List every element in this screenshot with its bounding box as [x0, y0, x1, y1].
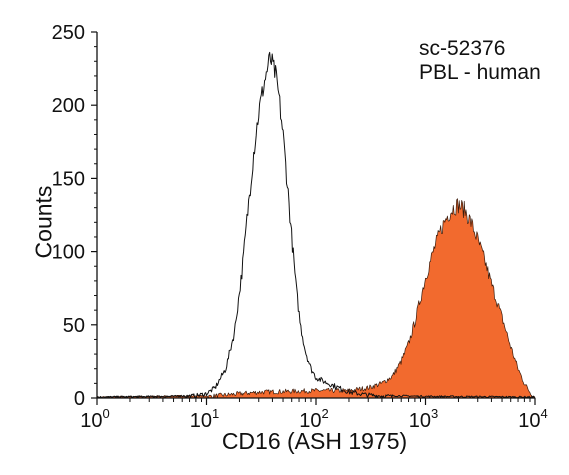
axes: 0 50 100 150 200 250 100 101 102 103 104 — [52, 22, 548, 432]
y-tick-label: 0 — [74, 388, 85, 410]
y-axis-label: Counts — [30, 185, 57, 259]
x-tick-label: 104 — [518, 406, 547, 432]
y-tick-label: 200 — [52, 95, 85, 117]
x-tick-label: 102 — [299, 406, 328, 432]
x-tick-label: 101 — [190, 406, 219, 432]
x-axis-label: CD16 (ASH 1975) — [221, 428, 408, 454]
annotation-product-code: sc-52376 — [419, 37, 506, 60]
annotation-sample-type: PBL - human — [419, 61, 541, 84]
series-stained-histogram — [96, 198, 536, 399]
y-tick-label: 250 — [52, 22, 85, 44]
y-tick-label: 50 — [63, 315, 85, 337]
plot-area — [96, 51, 536, 399]
y-tick-label: 100 — [52, 242, 85, 264]
x-tick-label: 100 — [80, 406, 109, 432]
x-tick-label: 103 — [409, 406, 438, 432]
series-control-histogram — [96, 51, 536, 399]
y-tick-label: 150 — [52, 168, 85, 190]
